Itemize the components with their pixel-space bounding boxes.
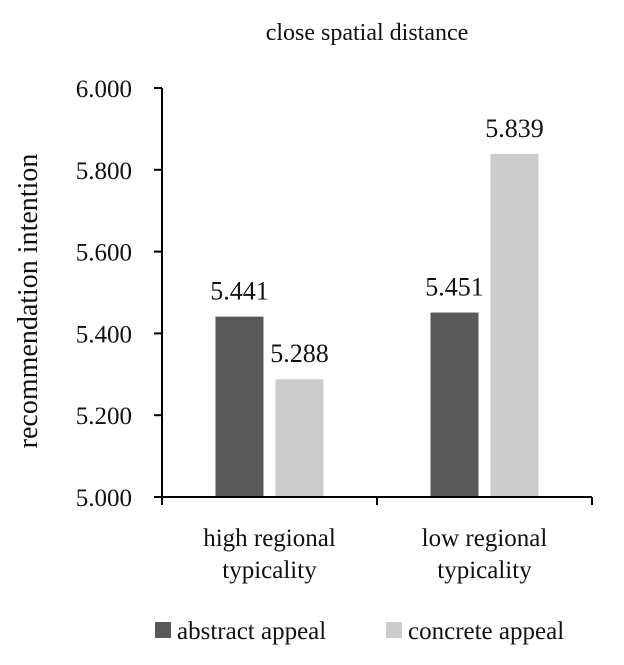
y-tick-label: 6.000: [76, 76, 132, 103]
bars: [215, 153, 539, 497]
axes: [161, 88, 593, 505]
legend-swatch: [386, 622, 402, 638]
bar: [430, 312, 479, 497]
category-labels: high regional typicality low regional typic…: [203, 525, 547, 584]
bar: [215, 316, 264, 497]
bar-value-label: 5.288: [270, 339, 329, 368]
bar: [275, 379, 324, 497]
legend-swatch: [155, 622, 171, 638]
legend-label: abstract appeal: [177, 618, 326, 645]
category-label: typicality: [222, 557, 317, 584]
y-tick-label: 5.600: [76, 240, 132, 267]
bar-value-labels: 5.441 5.288 5.451 5.839: [210, 114, 544, 368]
bar-value-label: 5.441: [210, 277, 269, 306]
bar: [490, 153, 539, 497]
y-tick-label: 5.400: [76, 321, 132, 348]
bar-value-label: 5.839: [485, 114, 544, 143]
category-label: high regional: [203, 525, 336, 552]
y-axis-ticks: 5.000 5.200 5.400 5.600 5.800 6.000: [76, 76, 162, 512]
category-label: typicality: [437, 557, 532, 584]
category-label: low regional: [422, 525, 548, 552]
y-tick-label: 5.200: [76, 403, 132, 430]
bar-value-label: 5.451: [425, 273, 484, 302]
legend-label: concrete appeal: [408, 618, 564, 645]
legend: abstract appeal concrete appeal: [155, 618, 564, 645]
y-tick-label: 5.000: [76, 485, 132, 512]
chart-title: close spatial distance: [266, 20, 469, 46]
y-tick-label: 5.800: [76, 158, 132, 185]
y-axis-label: recommendation intention: [13, 154, 44, 449]
